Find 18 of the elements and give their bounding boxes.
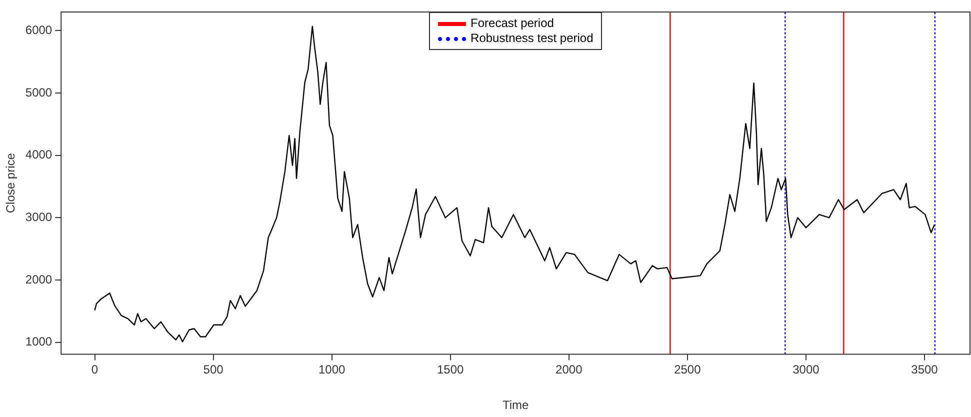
legend-label: Robustness test period [470,31,594,45]
y-tick-label: 3000 [25,210,52,224]
x-tick-label: 3500 [911,362,938,377]
y-tick-label: 5000 [25,85,52,100]
x-axis-title: Time [502,398,529,412]
y-tick-label: 6000 [25,23,52,38]
x-tick-label: 0 [91,362,98,377]
x-tick-label: 500 [203,362,224,377]
legend-label: Forecast period [470,16,554,30]
y-tick-label: 4000 [25,148,52,162]
y-axis-title: Close price [4,152,18,214]
x-tick-label: 3000 [792,362,820,377]
x-tick-label: 1000 [318,362,346,377]
y-tick-label: 1000 [25,334,52,349]
y-tick-label: 2000 [25,272,52,286]
x-tick-label: 2500 [674,362,702,377]
x-tick-label: 2000 [556,362,583,377]
x-tick-label: 1500 [437,362,464,377]
